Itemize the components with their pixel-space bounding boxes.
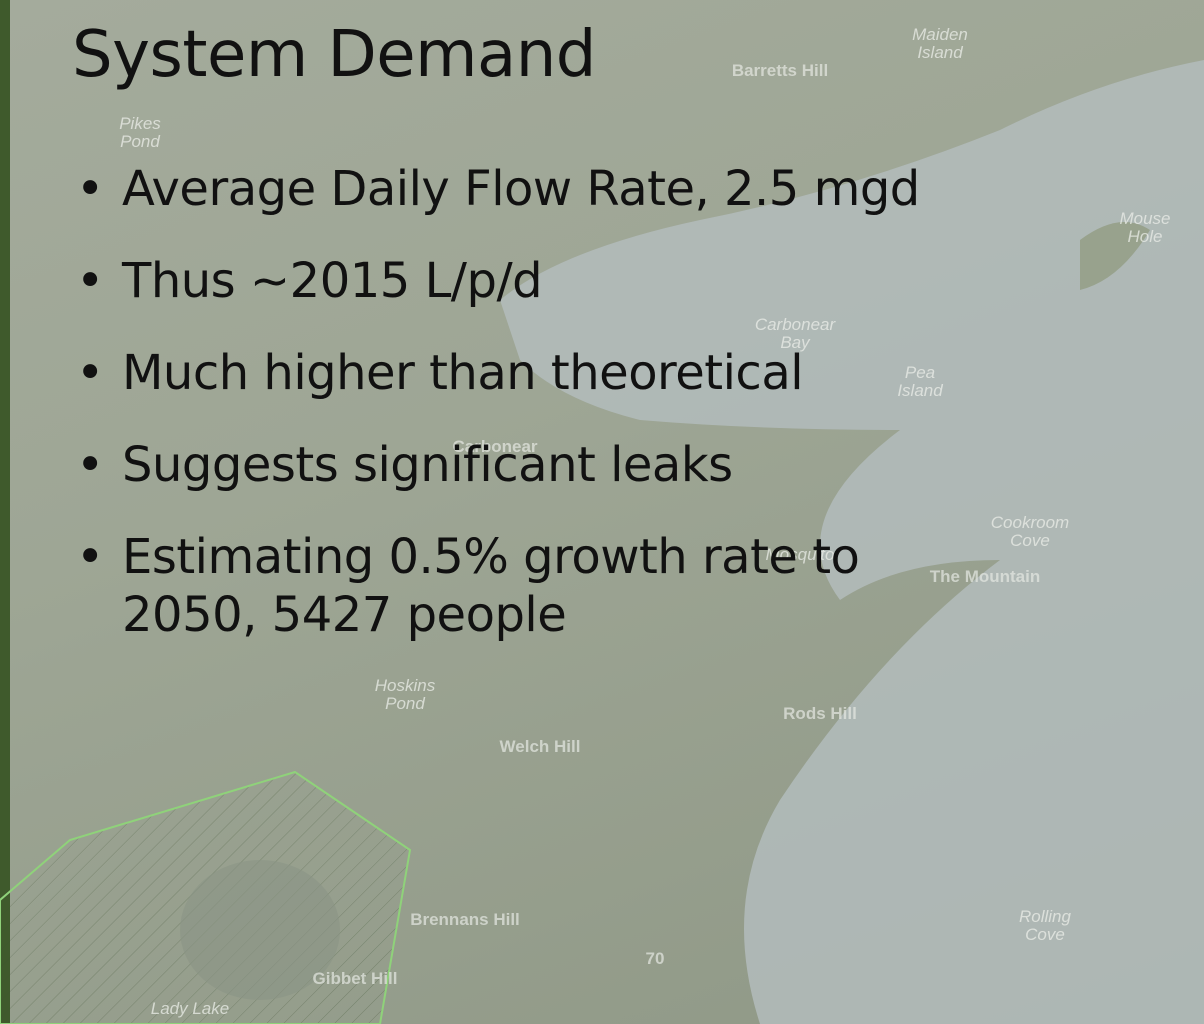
map-label: Rolling Cove	[1005, 908, 1085, 944]
map-label: Pikes Pond	[110, 115, 170, 151]
map-label: Gibbet Hill	[310, 970, 400, 988]
bullet: Thus ~2015 L/p/d	[72, 252, 952, 310]
map-label: Welch Hill	[490, 738, 590, 756]
map-label: Lady Lake	[130, 1000, 250, 1018]
bullet: Average Daily Flow Rate, 2.5 mgd	[72, 160, 952, 218]
bullet: Much higher than theoretical	[72, 344, 952, 402]
map-label: 70	[640, 950, 670, 968]
map-label: Maiden Island	[900, 26, 980, 62]
map-label: Mouse Hole	[1110, 210, 1180, 246]
bullet-list: Average Daily Flow Rate, 2.5 mgd Thus ~20…	[72, 160, 952, 678]
bullet: Suggests significant leaks	[72, 436, 952, 494]
slide-title: System Demand	[72, 18, 596, 92]
bullet: Estimating 0.5% growth rate to 2050, 542…	[72, 528, 952, 644]
map-label: Rods Hill	[775, 705, 865, 723]
slide: Maiden Island Barretts Hill Pikes Pond Mous…	[0, 0, 1204, 1024]
map-label: Cookroom Cove	[980, 514, 1080, 550]
map-label: Brennans Hill	[400, 911, 530, 929]
page: {"slide": { "title": "System Demand", "b…	[0, 0, 1204, 1024]
left-edge	[0, 0, 10, 1024]
map-label: Hoskins Pond	[365, 677, 445, 713]
map-label: Barretts Hill	[725, 62, 835, 80]
